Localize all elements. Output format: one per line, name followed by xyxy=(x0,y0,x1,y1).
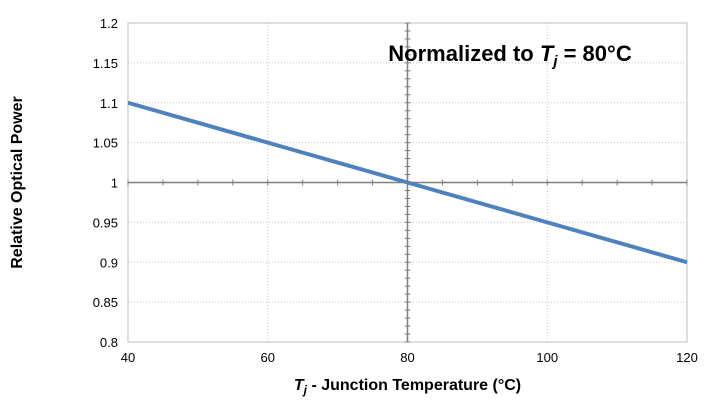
x-axis-title-symbol: T xyxy=(294,377,305,394)
annotation-symbol: T xyxy=(540,41,555,66)
x-tick-label-4: 120 xyxy=(676,350,698,365)
annotation-suffix: = 80°C xyxy=(557,41,631,66)
x-tick-label-0: 40 xyxy=(121,350,135,365)
normalization-annotation: Normalized to Tj = 80°C xyxy=(388,41,632,70)
x-axis-title-subscript: j xyxy=(302,383,308,397)
x-tick-label-2: 80 xyxy=(400,350,414,365)
y-tick-label-1: 0.85 xyxy=(93,295,118,310)
y-tick-label-2: 0.9 xyxy=(100,255,118,270)
x-tick-label-1: 60 xyxy=(261,350,275,365)
series-line-0 xyxy=(127,100,688,265)
y-tick-label-8: 1.2 xyxy=(100,16,118,31)
y-tick-label-0: 0.8 xyxy=(100,335,118,350)
x-axis-title: Tj - Junction Temperature (°C) xyxy=(294,377,521,397)
annotation-prefix: Normalized to xyxy=(388,41,540,66)
y-tick-label-4: 1 xyxy=(111,176,118,191)
annotation-subscript: j xyxy=(551,53,558,70)
y-tick-label-6: 1.1 xyxy=(100,96,118,111)
x-axis-title-rest: - Junction Temperature (°C) xyxy=(307,377,521,394)
series-layer xyxy=(127,100,688,265)
y-tick-label-7: 1.15 xyxy=(93,56,118,71)
y-tick-label-5: 1.05 xyxy=(93,136,118,151)
x-tick-labels: 40 60 80 100 120 xyxy=(121,350,698,365)
y-axis-title: Relative Optical Power xyxy=(9,96,26,269)
y-tick-label-3: 0.95 xyxy=(93,215,118,230)
x-tick-label-3: 100 xyxy=(536,350,558,365)
y-tick-labels: 0.8 0.85 0.9 0.95 1 1.05 1.1 1.15 1.2 xyxy=(93,16,118,350)
